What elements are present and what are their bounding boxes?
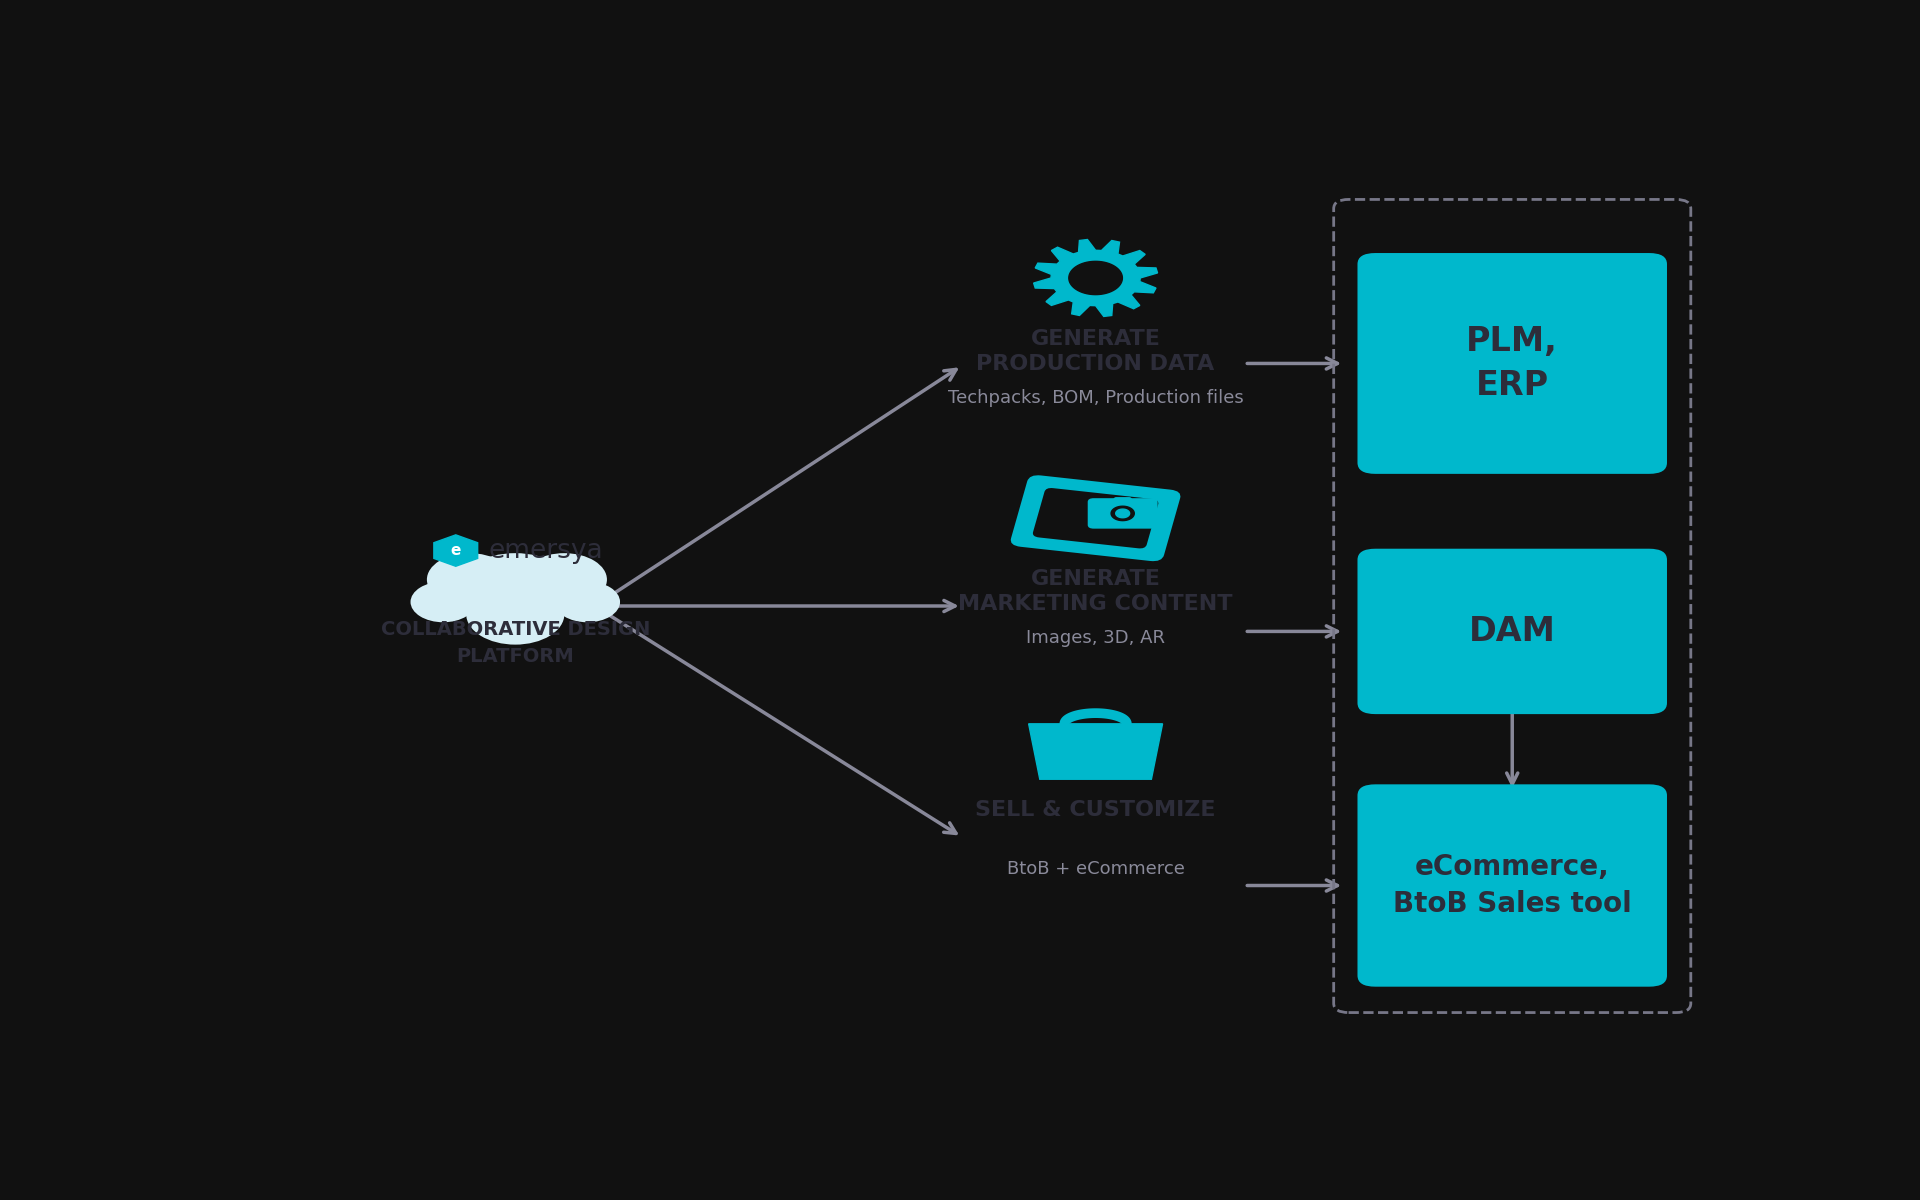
Polygon shape	[1029, 724, 1162, 779]
Polygon shape	[1116, 509, 1129, 517]
FancyBboxPatch shape	[1033, 488, 1158, 548]
Text: eCommerce,
BtoB Sales tool: eCommerce, BtoB Sales tool	[1392, 853, 1632, 918]
Polygon shape	[434, 535, 478, 566]
Polygon shape	[1112, 506, 1135, 521]
FancyBboxPatch shape	[1114, 497, 1133, 505]
Text: emersya: emersya	[488, 538, 603, 564]
Text: Techpacks, BOM, Production files: Techpacks, BOM, Production files	[948, 389, 1244, 407]
Circle shape	[411, 582, 476, 623]
FancyBboxPatch shape	[444, 592, 588, 616]
Circle shape	[467, 583, 564, 644]
Circle shape	[426, 553, 513, 606]
Polygon shape	[1033, 240, 1158, 317]
Polygon shape	[1069, 262, 1123, 295]
FancyBboxPatch shape	[1357, 785, 1667, 986]
FancyBboxPatch shape	[1089, 498, 1158, 529]
Circle shape	[555, 582, 620, 623]
Text: GENERATE
MARKETING CONTENT: GENERATE MARKETING CONTENT	[958, 569, 1233, 614]
FancyBboxPatch shape	[1357, 548, 1667, 714]
Text: COLLABORATIVE DESIGN
PLATFORM: COLLABORATIVE DESIGN PLATFORM	[380, 620, 651, 666]
Text: PLM,
ERP: PLM, ERP	[1467, 325, 1559, 402]
FancyBboxPatch shape	[1010, 475, 1181, 562]
FancyBboxPatch shape	[1357, 253, 1667, 474]
Text: BtoB + eCommerce: BtoB + eCommerce	[1006, 860, 1185, 878]
Text: Images, 3D, AR: Images, 3D, AR	[1025, 629, 1165, 647]
Circle shape	[522, 553, 607, 606]
Text: e: e	[451, 544, 461, 558]
Circle shape	[457, 553, 574, 626]
Text: GENERATE
PRODUCTION DATA: GENERATE PRODUCTION DATA	[977, 329, 1215, 373]
Text: SELL & CUSTOMIZE: SELL & CUSTOMIZE	[975, 800, 1215, 820]
Text: DAM: DAM	[1469, 614, 1555, 648]
